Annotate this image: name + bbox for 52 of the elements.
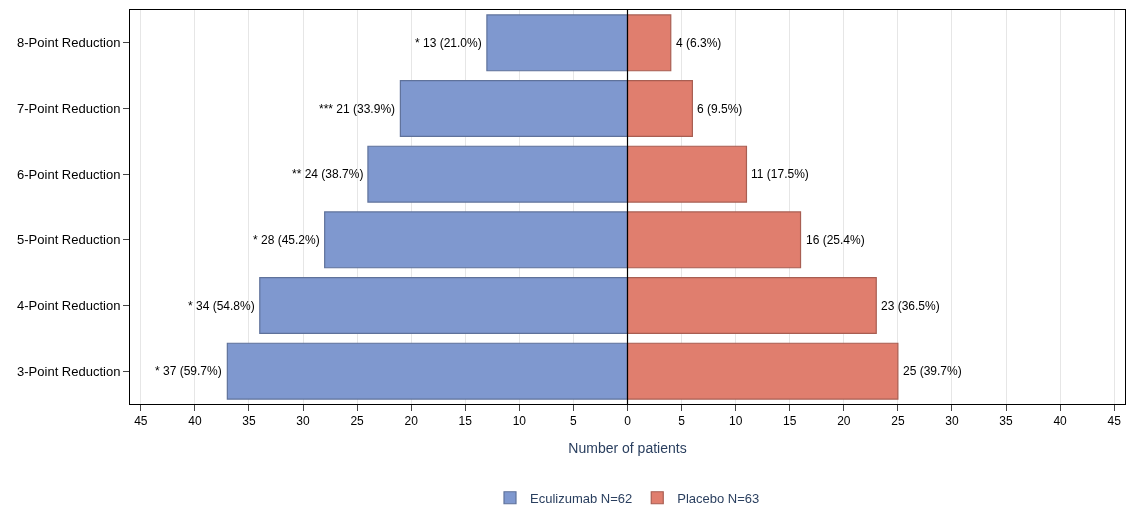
bar [626, 79, 693, 138]
x-tick-label: 20 [837, 414, 851, 429]
x-tick-label: 5 [678, 414, 686, 429]
x-tick-label: 15 [458, 414, 473, 429]
x-tick-label: 25 [891, 414, 905, 429]
x-tick-label: 25 [350, 414, 365, 429]
data-label: * 28 (45.2%) [253, 233, 320, 247]
bar [626, 14, 672, 72]
data-label: 4 (6.3%) [676, 36, 722, 50]
data-label: 16 (25.4%) [806, 233, 865, 247]
bar [399, 79, 629, 138]
y-tick-label: 8-Point Reduction [17, 35, 121, 51]
x-axis-title: Number of patients [568, 439, 687, 456]
legend-label: Eculizumab N=62 [530, 490, 633, 506]
x-tick-label: 0 [624, 414, 632, 429]
data-label: * 37 (59.7%) [155, 364, 222, 378]
y-tick-label: 7-Point Reduction [17, 101, 121, 117]
x-tick-label: 35 [242, 414, 256, 429]
data-label: *** 21 (33.9%) [319, 102, 396, 116]
x-tick-label: 35 [999, 414, 1014, 429]
x-tick-label: 10 [728, 414, 743, 429]
x-tick-label: 20 [404, 414, 419, 429]
x-tick-label: 10 [512, 414, 527, 429]
bar [324, 211, 629, 269]
data-label: 11 (17.5%) [751, 167, 809, 181]
x-tick-label: 5 [570, 414, 578, 429]
bar [486, 14, 629, 72]
y-tick-label: 6-Point Reduction [17, 166, 121, 182]
x-tick-label: 40 [1053, 414, 1068, 429]
x-tick-label: 40 [188, 414, 202, 429]
bar [626, 276, 877, 335]
bar [626, 211, 802, 269]
data-label: * 13 (21.0%) [415, 36, 482, 50]
bar [626, 145, 748, 203]
x-tick-label: 30 [945, 414, 959, 429]
data-label: 25 (39.7%) [903, 364, 962, 378]
bar [626, 342, 899, 400]
x-tick-label: 45 [134, 414, 148, 429]
legend-label: Placebo N=63 [677, 490, 760, 506]
bar [367, 145, 629, 203]
data-label: 23 (36.5%) [881, 299, 940, 313]
x-tick-label: 30 [296, 414, 311, 429]
bar [226, 342, 629, 400]
y-tick-label: 4-Point Reduction [17, 298, 121, 314]
bar [259, 276, 629, 335]
x-tick-label: 45 [1107, 414, 1122, 429]
data-label: ** 24 (38.7%) [292, 167, 364, 181]
y-tick-label: 5-Point Reduction [17, 232, 121, 248]
x-tick-label: 15 [783, 414, 797, 429]
data-label: * 34 (54.8%) [188, 299, 255, 313]
y-tick-label: 3-Point Reduction [17, 363, 121, 379]
data-label: 6 (9.5%) [697, 102, 743, 116]
